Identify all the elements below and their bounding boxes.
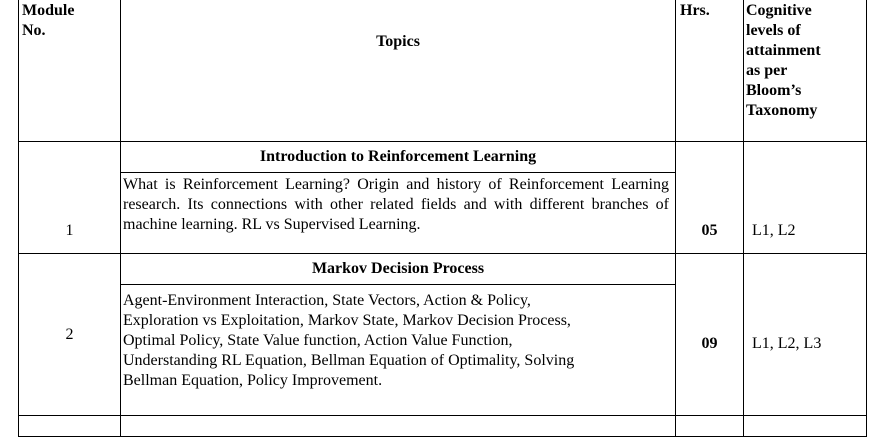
module-levels: L1, L2, L3 (743, 253, 867, 416)
module-2-title-row: 2 Markov Decision Process 09 L1, L2, L3 (18, 253, 867, 416)
header-cognitive-line: Taxonomy (746, 102, 818, 119)
module-description: Agent-Environment Interaction, State Vec… (120, 284, 676, 416)
module-1-title-row: 1 Introduction to Reinforcement Learning… (18, 141, 867, 254)
module-description-line: Agent-Environment Interaction, State Vec… (123, 292, 531, 309)
module-description: What is Reinforcement Learning? Origin a… (120, 172, 676, 254)
cell-empty (675, 415, 744, 437)
header-topics: Topics (120, 0, 676, 142)
cell-empty (743, 415, 867, 437)
header-hrs: Hrs. (675, 0, 744, 142)
module-2-desc-row: Agent-Environment Interaction, State Vec… (19, 284, 867, 416)
syllabus-table: Module No. Topics Hrs. Cognitive levels … (18, 0, 867, 437)
module-description-line: Exploration vs Exploitation, Markov Stat… (123, 312, 571, 329)
header-module-no-line1: Module (22, 2, 75, 19)
header-cognitive-line: levels of (746, 22, 801, 39)
header-cognitive-line: attainment (746, 42, 821, 59)
module-hours: 09 (675, 253, 744, 416)
header-cognitive-line: Cognitive (746, 2, 812, 19)
module-title: Introduction to Reinforcement Learning (120, 141, 676, 173)
header-row: Module No. Topics Hrs. Cognitive levels … (18, 0, 867, 142)
module-number: 1 (18, 141, 121, 254)
header-module-no-line2: No. (22, 22, 46, 39)
module-description-line: Bellman Equation, Policy Improvement. (123, 372, 383, 389)
module-1-desc-row: What is Reinforcement Learning? Origin a… (19, 172, 867, 254)
module-title: Markov Decision Process (120, 253, 676, 285)
module-description-line: Understanding RL Equation, Bellman Equat… (123, 352, 575, 369)
header-cognitive-levels: Cognitive levels of attainment as per Bl… (743, 0, 867, 142)
cell-empty (120, 415, 676, 437)
header-cognitive-line: Bloom’s (746, 82, 802, 99)
header-cognitive-line: as per (746, 62, 788, 79)
next-module-row-partial (18, 415, 867, 437)
module-number: 2 (18, 253, 121, 416)
cell-empty (18, 415, 121, 437)
module-description-line: Optimal Policy, State Value function, Ac… (123, 332, 513, 349)
module-levels: L1, L2 (743, 141, 867, 254)
header-module-no: Module No. (18, 0, 121, 142)
module-hours: 05 (675, 141, 744, 254)
